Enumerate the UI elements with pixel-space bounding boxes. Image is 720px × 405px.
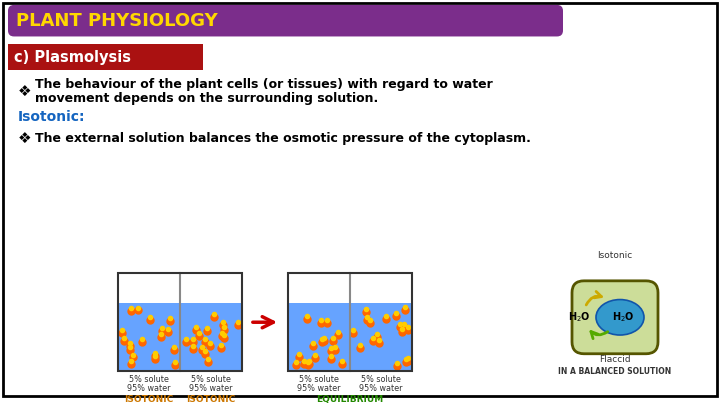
FancyBboxPatch shape [8,5,563,36]
Text: 95% water: 95% water [359,384,402,393]
Bar [288,273,412,371]
Text: 95% water: 95% water [127,384,171,393]
Text: 5% solute: 5% solute [299,375,339,384]
Bar [118,273,242,371]
Text: The external solution balances the osmotic pressure of the cytoplasm.: The external solution balances the osmot… [35,132,531,145]
Text: EQUILIBRIUM: EQUILIBRIUM [316,395,384,404]
Text: movement depends on the surrounding solution.: movement depends on the surrounding solu… [35,92,378,105]
Text: H$_2$O: H$_2$O [612,310,634,324]
Text: 5% solute: 5% solute [129,375,169,384]
FancyBboxPatch shape [572,281,658,354]
Bar [288,303,350,371]
Text: c) Plasmolysis: c) Plasmolysis [14,50,131,65]
FancyBboxPatch shape [8,44,203,70]
Text: ❖: ❖ [18,84,32,99]
Bar [350,303,412,371]
Text: PLANT PHYSIOLOGY: PLANT PHYSIOLOGY [16,12,217,30]
Text: ISOTONIC: ISOTONIC [186,395,235,404]
Text: ISOTONIC: ISOTONIC [125,395,174,404]
Text: ❖: ❖ [18,132,32,147]
Text: 95% water: 95% water [297,384,341,393]
Text: Flaccid: Flaccid [599,355,631,364]
Text: Isotonic: Isotonic [598,251,633,260]
Text: 95% water: 95% water [189,384,233,393]
Text: H$_2$O: H$_2$O [567,310,590,324]
Text: The behaviour of the plant cells (or tissues) with regard to water: The behaviour of the plant cells (or tis… [35,78,492,91]
FancyBboxPatch shape [3,3,717,396]
Bar [118,303,180,371]
Text: Isotonic:: Isotonic: [18,110,86,124]
Bar [180,303,242,371]
Text: IN A BALANCED SOLUTION: IN A BALANCED SOLUTION [559,367,672,376]
Text: 5% solute: 5% solute [361,375,401,384]
Text: 5% solute: 5% solute [191,375,231,384]
Ellipse shape [596,300,644,335]
